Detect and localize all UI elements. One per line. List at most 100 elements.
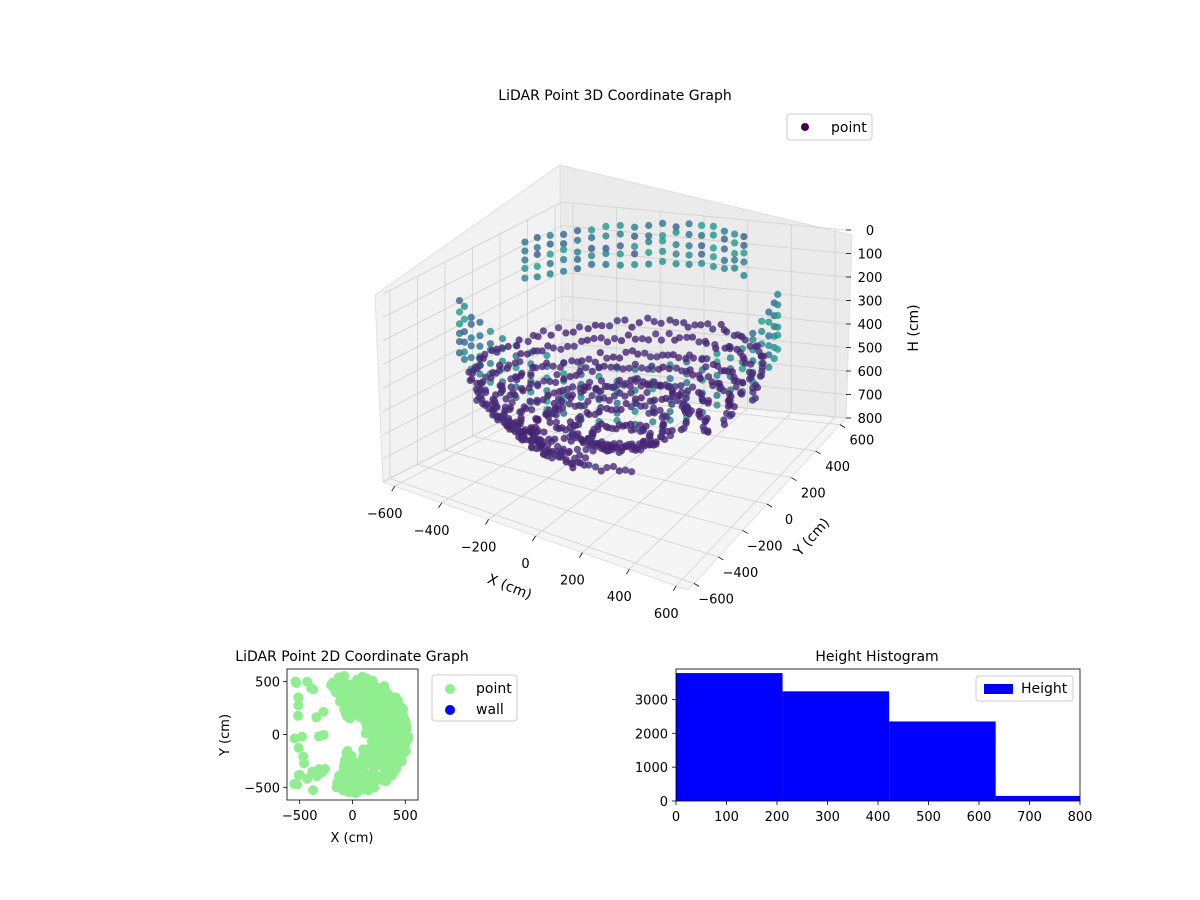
y-ticks-hist: 0 1000 2000 3000 [635, 693, 676, 810]
point-3d [455, 297, 464, 305]
point-3d [553, 371, 561, 379]
point-3d [467, 334, 475, 342]
point-2d [320, 763, 330, 774]
point-3d [703, 355, 711, 363]
point-3d [576, 412, 584, 421]
point-3d [672, 228, 680, 236]
point-3d [704, 399, 712, 407]
histogram-bar [676, 673, 783, 801]
point-3d [560, 434, 568, 442]
point-3d [588, 392, 596, 400]
point-3d [613, 363, 621, 371]
point-3d [533, 273, 541, 281]
point-3d [642, 422, 650, 430]
point-3d [612, 443, 620, 451]
point-3d [698, 221, 706, 229]
point-3d [638, 335, 646, 343]
point-3d [546, 250, 554, 258]
point-3d [685, 251, 693, 259]
point-3d [631, 232, 639, 240]
y-tick-label-3d: 600 [850, 434, 875, 449]
point-3d [709, 325, 717, 333]
point-3d [650, 396, 659, 404]
point-3d [650, 318, 658, 326]
point-2d [293, 700, 304, 711]
point-2d [293, 710, 303, 721]
point-3d [636, 421, 644, 429]
point-3d [672, 364, 681, 372]
point-3d [460, 355, 468, 363]
point-2d [367, 686, 378, 697]
point-3d [677, 382, 685, 390]
point-3d [774, 311, 782, 319]
point-3d [573, 248, 582, 256]
point-3d [610, 383, 618, 391]
point-3d [695, 371, 703, 379]
x-axis-label-2d: X (cm) [331, 831, 374, 846]
points-3d [455, 219, 782, 476]
point-3d [562, 329, 570, 337]
point-3d [682, 417, 690, 425]
point-3d [578, 357, 586, 365]
point-3d [765, 332, 773, 340]
point-3d [569, 328, 577, 336]
point-3d [536, 436, 544, 444]
point-3d [689, 354, 698, 362]
point-3d [573, 445, 582, 453]
point-3d [668, 393, 676, 401]
y-tick-mark-3d [693, 583, 700, 587]
point-2d [327, 677, 338, 688]
legend-2d-point-marker [445, 684, 455, 694]
point-3d [731, 239, 739, 247]
point-3d [557, 453, 565, 461]
x-tick-mark-3d [391, 485, 396, 492]
point-3d [546, 260, 554, 268]
point-3d [758, 317, 766, 325]
point-2d [318, 730, 329, 740]
x-tick-mark-3d [672, 585, 677, 592]
point-2d [352, 778, 363, 789]
point-3d [566, 373, 574, 381]
histogram-bar [995, 795, 1080, 801]
point-3d [495, 366, 504, 375]
point-3d [649, 418, 657, 426]
point-3d [666, 408, 674, 416]
point-3d [675, 354, 683, 362]
point-3d [631, 360, 639, 368]
point-3d [532, 364, 540, 372]
y-tick-label-3d: −200 [747, 539, 783, 554]
point-3d [663, 413, 671, 421]
point-3d [602, 244, 610, 252]
point-3d [486, 340, 494, 348]
point-2d [294, 769, 305, 780]
point-2d [393, 710, 404, 721]
histogram-bar [782, 691, 890, 801]
point-2d [341, 709, 351, 720]
point-3d [709, 231, 718, 239]
point-2d [387, 725, 398, 736]
point-3d [731, 249, 739, 258]
point-3d [476, 318, 484, 326]
point-3d [607, 406, 615, 414]
legend-2d-point-label: point [476, 681, 512, 697]
point-3d [685, 220, 693, 228]
point-3d [546, 270, 554, 278]
point-3d [739, 353, 747, 361]
point-3d [602, 232, 610, 240]
point-3d [573, 227, 582, 235]
grid-line-z [382, 295, 847, 389]
y-tick-label-3d: 400 [825, 460, 850, 475]
point-3d [645, 432, 653, 440]
y-tick-label-3d: −400 [723, 566, 759, 581]
point-3d [546, 240, 554, 248]
point-3d [455, 320, 464, 328]
chart-3d: LiDAR Point 3D Coordinate Graph −600 −400… [367, 88, 922, 622]
point-2d [346, 751, 357, 761]
point-3d [668, 400, 676, 408]
point-3d [560, 256, 568, 264]
point-3d [657, 319, 665, 327]
point-3d [540, 377, 548, 385]
point-3d [631, 250, 639, 258]
legend-3d-box [786, 113, 873, 141]
y-tick-label-hist: 3000 [635, 693, 668, 708]
